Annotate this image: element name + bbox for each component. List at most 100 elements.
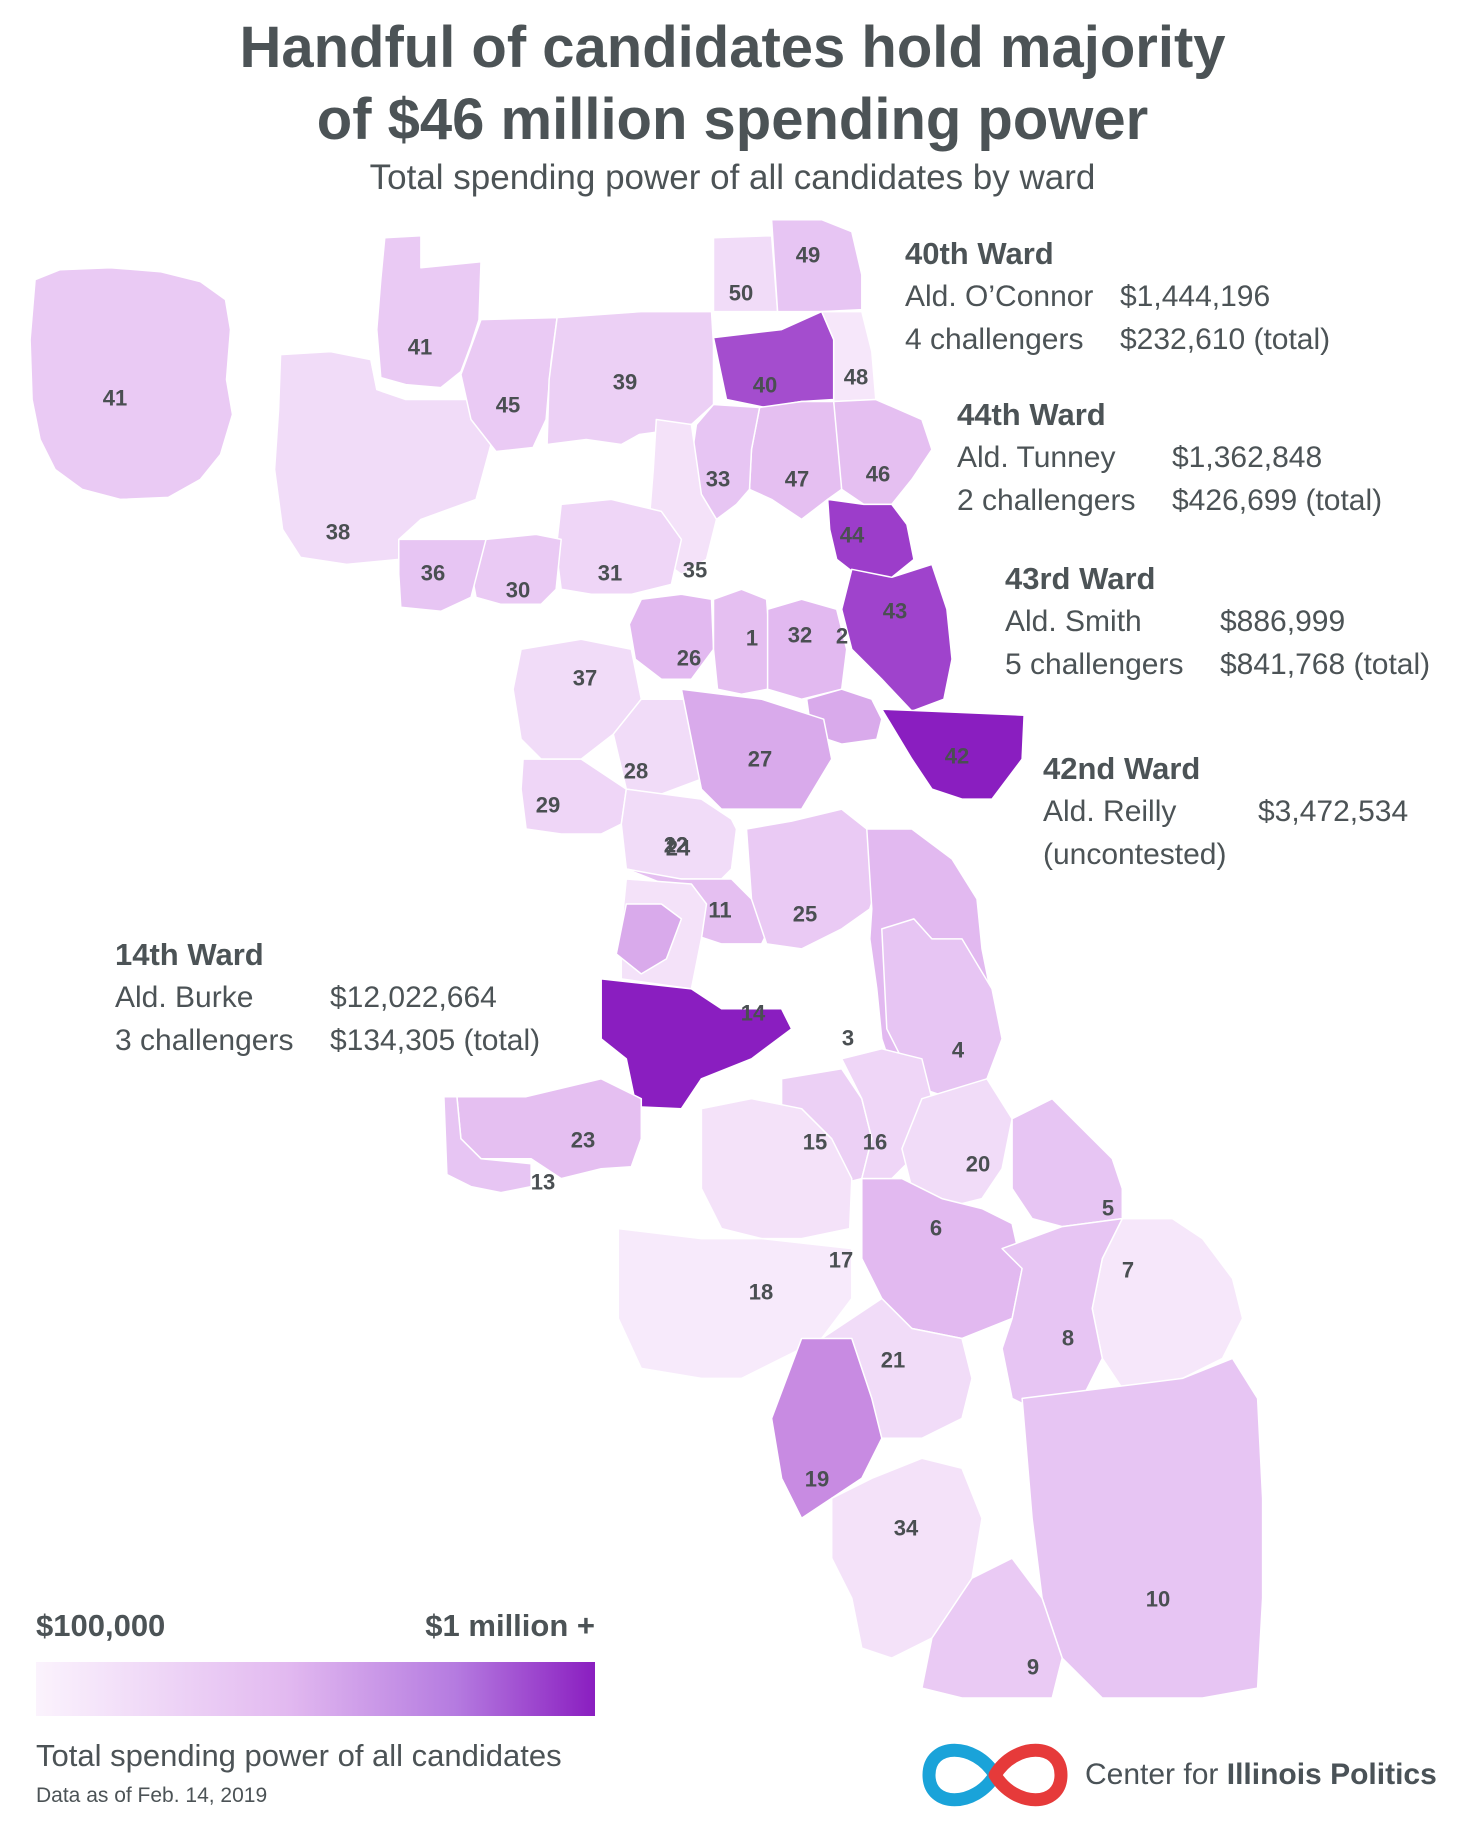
map-subtitle: Total spending power of all candidates b… [369,158,1096,197]
callout-value: $12,022,664 [330,981,497,1014]
ward-27-region [680,688,833,810]
callout-value: $426,699 (total) [1172,484,1383,517]
ward-9-region [921,1557,1063,1699]
callout-label: Ald. Reilly [1043,795,1177,828]
callout-heading: 44th Ward [957,397,1106,432]
ward-18-label: 18 [749,1280,773,1305]
ward-20-label: 20 [966,1152,990,1177]
ward-15-label: 15 [803,1130,827,1155]
ward-5-region [1011,1097,1124,1228]
ward-42-region [881,708,1025,800]
ward-41-label: 41 [103,386,127,411]
ward-20-region [901,1078,1013,1210]
ward-2-label: 2 [836,624,848,649]
ward-43-region [840,563,953,712]
ward-9-label: 9 [1027,1655,1039,1680]
ward-43-label: 43 [883,599,907,624]
ward-37-label: 37 [573,666,597,691]
ward-48-label: 48 [844,365,868,390]
callout-value: $232,610 (total) [1120,323,1331,356]
callout-label: 2 challengers [957,484,1136,517]
ward-38-label: 38 [326,520,350,545]
ward-8-label: 8 [1062,1326,1074,1351]
title-line-1: Handful of candidates hold majority [239,15,1226,80]
ward-45-label: 45 [496,393,520,418]
ward-34-label: 34 [894,1516,919,1541]
callout-43rd-ward: 43rd Ward Ald. Smith $886,999 5 challenge… [1005,557,1430,686]
callout-value: $1,362,848 [1172,441,1323,474]
ward-19-label: 19 [805,1467,829,1492]
ward-21-label: 21 [881,1348,905,1373]
ward-13-region [443,1095,532,1194]
callout-value: $3,472,534 [1258,795,1409,828]
ward-41-label: 41 [408,335,432,360]
infinity-logo-icon [922,1743,1068,1807]
brand-name-regular: Center for [1085,1758,1227,1791]
ward-26-region [628,593,715,680]
ward-14-region [600,978,793,1110]
legend-min-label: $100,000 [36,1608,166,1643]
callout-heading: 42nd Ward [1043,751,1201,786]
ward-46-label: 46 [866,462,890,487]
ward-17-label: 17 [829,1248,853,1273]
callout-heading: 40th Ward [905,236,1054,271]
callout-label: Ald. Smith [1005,605,1142,638]
ward-10-label: 10 [1146,1587,1170,1612]
ward-32-label: 32 [788,623,812,648]
ward-14-label: 14 [741,1001,766,1026]
ward-27-label: 27 [748,747,772,772]
map-title: Handful of candidates hold majority of $… [0,12,1465,156]
ward-11-label: 11 [708,898,731,923]
callout-label: Ald. O’Connor [905,280,1094,313]
ward-12-label: 12 [664,833,688,858]
ward-41-region [376,234,482,389]
callout-14th-ward: 14th Ward Ald. Burke $12,022,664 3 challe… [115,933,540,1062]
callout-value: $134,305 (total) [330,1024,541,1057]
brand-name-bold: Illinois Politics [1226,1758,1437,1791]
ward-24-label: 24 [666,836,691,861]
ward-7-label: 7 [1122,1258,1134,1283]
brand-name: Center for Illinois Politics [1085,1758,1437,1792]
ward-29-label: 29 [536,793,560,818]
ward-35-label: 35 [683,558,707,583]
ward-49-region [770,218,863,313]
ward-38-region [273,350,492,566]
ward-29-region [520,758,628,835]
ward-47-label: 47 [785,467,809,492]
callout-heading: 43rd Ward [1005,561,1156,596]
ward-28-label: 28 [624,759,648,784]
ward-22-label: 22 [664,833,688,858]
ward-1-region [712,588,771,695]
ward-1-label: 1 [746,626,758,651]
ward-41-region [29,266,234,501]
callout-40th-ward: 40th Ward Ald. O’Connor $1,444,196 4 chal… [905,232,1330,361]
ward-25-label: 25 [793,902,817,927]
ward-39-label: 39 [613,370,637,395]
ward-16-label: 16 [863,1130,887,1155]
callout-label: 5 challengers [1005,648,1184,681]
ward-6-label: 6 [930,1216,942,1241]
ward-30-label: 30 [506,578,530,603]
callout-label: 3 challengers [115,1024,294,1057]
ward-12-region [615,903,683,975]
legend-max-label: $1 million + [425,1608,595,1643]
callout-heading: 14th Ward [115,937,264,972]
callout-label: 4 challengers [905,323,1084,356]
ward-42-label: 42 [945,744,969,769]
ward-5-label: 5 [1102,1196,1114,1221]
ward-44-label: 44 [840,523,865,548]
ward-31-label: 31 [598,561,622,586]
ward-49-label: 49 [796,243,820,268]
ward-17-region [700,1097,853,1240]
ward-36-region [398,538,487,613]
ward-23-label: 23 [571,1128,595,1153]
ward-44-region [826,498,915,579]
data-date-note: Data as of Feb. 14, 2019 [36,1784,268,1807]
legend-color-scale [36,1662,595,1716]
ward-32-region [766,598,848,700]
callout-label: Ald. Burke [115,981,254,1014]
ward-40-label: 40 [753,373,777,398]
callout-44th-ward: 44th Ward Ald. Tunney $1,362,848 2 challe… [957,393,1382,522]
ward-46-region [832,398,933,506]
